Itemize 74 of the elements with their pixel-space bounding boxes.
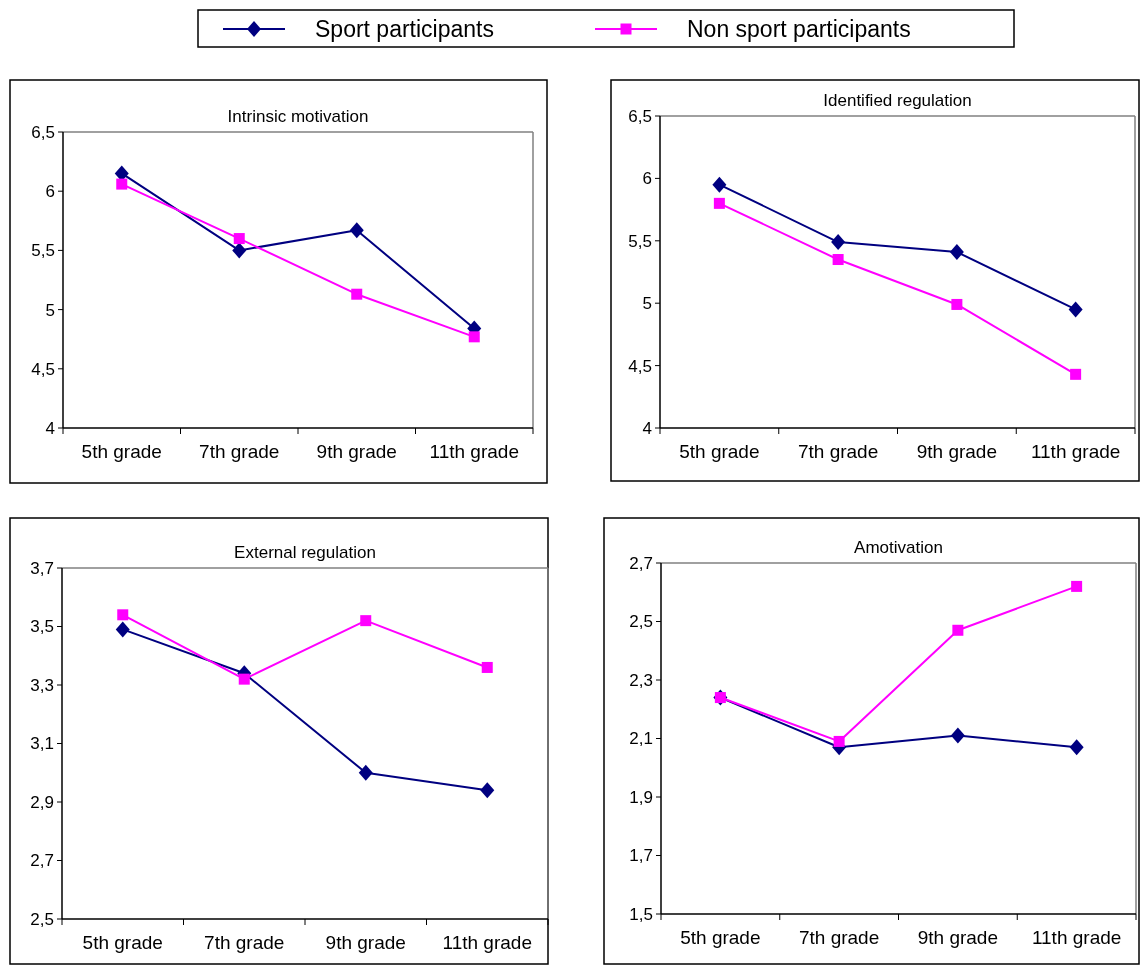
x-tick-label: 7th grade bbox=[798, 927, 880, 948]
point bbox=[952, 624, 964, 636]
y-tick-label: 4 bbox=[45, 418, 55, 438]
x-tick-label: 5th grade bbox=[81, 441, 162, 462]
x-tick-label: 11th grade bbox=[442, 932, 532, 953]
point bbox=[360, 615, 372, 627]
point bbox=[233, 233, 245, 245]
y-tick-label: 3,5 bbox=[30, 617, 54, 637]
y-tick-label: 2,1 bbox=[629, 729, 653, 749]
point bbox=[232, 242, 247, 259]
chart-title: External regulation bbox=[234, 543, 376, 562]
point bbox=[833, 735, 845, 747]
point bbox=[951, 298, 963, 310]
x-tick-label: 11th grade bbox=[429, 441, 519, 462]
point bbox=[832, 254, 844, 266]
y-tick-label: 4,5 bbox=[31, 359, 55, 379]
point bbox=[480, 782, 495, 799]
y-tick-label: 2,5 bbox=[629, 612, 653, 632]
y-tick-label: 2,3 bbox=[629, 670, 653, 690]
chart-title: Amotivation bbox=[854, 538, 943, 557]
point bbox=[351, 288, 363, 300]
legend-label: Non sport participants bbox=[687, 16, 911, 43]
x-tick-label: 7th grade bbox=[199, 441, 280, 462]
point bbox=[116, 178, 128, 190]
chart-title: Identified regulation bbox=[823, 91, 972, 110]
point bbox=[950, 727, 965, 744]
point bbox=[358, 764, 373, 781]
y-tick-label: 2,7 bbox=[30, 851, 54, 871]
x-tick-label: 9th grade bbox=[325, 932, 406, 953]
x-tick-label: 9th grade bbox=[916, 441, 998, 462]
legend-label: Sport participants bbox=[315, 16, 494, 43]
point bbox=[1071, 580, 1083, 592]
point bbox=[1070, 368, 1082, 380]
point bbox=[949, 244, 964, 261]
y-tick-label: 1,5 bbox=[629, 904, 653, 924]
chart-title: Intrinsic motivation bbox=[227, 107, 369, 126]
x-tick-label: 5th grade bbox=[680, 927, 761, 948]
x-tick-label: 7th grade bbox=[204, 932, 285, 953]
point bbox=[349, 222, 364, 239]
point bbox=[1068, 301, 1083, 318]
point bbox=[115, 621, 130, 638]
x-tick-label: 5th grade bbox=[82, 932, 163, 953]
point bbox=[1069, 739, 1084, 756]
y-tick-label: 6 bbox=[45, 182, 55, 202]
y-tick-label: 2,5 bbox=[30, 909, 54, 929]
y-tick-label: 4 bbox=[642, 418, 652, 438]
y-tick-label: 4,5 bbox=[628, 356, 652, 376]
y-tick-label: 6,5 bbox=[31, 122, 55, 142]
y-tick-label: 2,7 bbox=[629, 553, 653, 573]
x-tick-label: 7th grade bbox=[797, 441, 879, 462]
point bbox=[481, 661, 493, 673]
y-tick-label: 5,5 bbox=[31, 241, 55, 261]
point bbox=[238, 673, 250, 685]
y-tick-label: 2,9 bbox=[30, 792, 54, 812]
y-tick-label: 1,7 bbox=[629, 846, 653, 866]
y-tick-label: 6,5 bbox=[628, 106, 652, 126]
y-tick-label: 3,1 bbox=[30, 734, 54, 754]
y-tick-label: 5,5 bbox=[628, 231, 652, 251]
y-tick-label: 3,7 bbox=[30, 558, 54, 578]
point bbox=[831, 234, 846, 251]
point bbox=[468, 331, 480, 343]
y-tick-label: 5 bbox=[45, 300, 55, 320]
y-tick-label: 5 bbox=[642, 294, 652, 314]
x-tick-label: 11th grade bbox=[1031, 927, 1122, 948]
x-tick-label: 9th grade bbox=[316, 441, 397, 462]
y-tick-label: 3,3 bbox=[30, 675, 54, 695]
x-tick-label: 11th grade bbox=[1030, 441, 1121, 462]
x-tick-label: 5th grade bbox=[679, 441, 760, 462]
point bbox=[117, 609, 129, 621]
x-tick-label: 9th grade bbox=[917, 927, 999, 948]
point bbox=[712, 176, 727, 193]
y-tick-label: 6 bbox=[642, 169, 652, 189]
point bbox=[713, 197, 725, 209]
y-tick-label: 1,9 bbox=[629, 787, 653, 807]
